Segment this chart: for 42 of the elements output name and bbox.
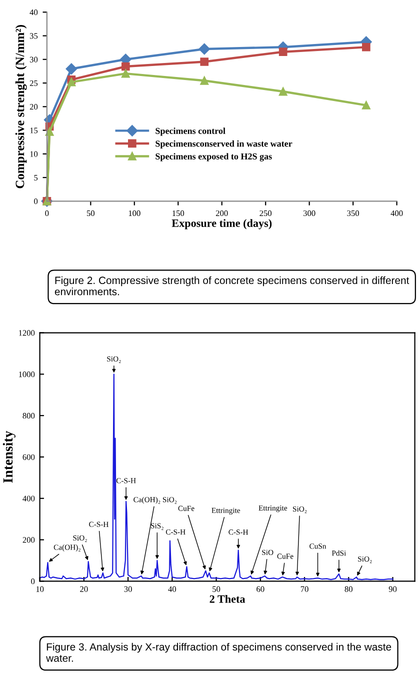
x-tick-label: 150 <box>172 210 184 216</box>
y-tick-label: 800 <box>22 412 35 419</box>
x-axis-title: Exposure time (days) <box>172 219 272 230</box>
caption: Figure 2. Compressive strength of concrete specimens conserved in different environments. <box>54 276 410 296</box>
x-tick-label: 90 <box>388 586 397 592</box>
y-tick-label: 1000 <box>19 372 35 378</box>
y-tick-label: 30 <box>30 56 38 62</box>
y-tick-label: 200 <box>22 537 35 543</box>
x-tick-label: 0 <box>45 210 49 216</box>
x-axis-title: 2 Theta <box>210 594 246 603</box>
y-tick-label: 5 <box>34 174 38 180</box>
y-tick-label: 10 <box>30 151 38 157</box>
y-tick-label: 40 <box>30 10 38 16</box>
legend-label: Specimens exposed to H2S gas <box>156 153 272 162</box>
x-tick-label: 350 <box>347 210 359 216</box>
legend-label: Specimensconserved in waste water <box>156 140 292 149</box>
y-tick-label: 20 <box>30 104 38 110</box>
y-tick-label: 25 <box>30 80 38 86</box>
x-tick-label: 40 <box>168 586 176 592</box>
x-tick-label: 50 <box>212 586 220 592</box>
y-axis-title: Intensity <box>2 430 16 483</box>
y-tick-label: 600 <box>22 454 35 460</box>
x-tick-label: 50 <box>86 210 95 216</box>
x-tick-label: 80 <box>344 586 352 592</box>
x-tick-label: 20 <box>80 586 88 592</box>
y-tick-label: 35 <box>30 33 38 39</box>
x-tick-label: 400 <box>390 210 403 216</box>
x-tick-label: 70 <box>300 586 308 592</box>
caption: Figure 3. Analysis by X-ray diffraction of specimens conserved in the waste water. <box>46 642 392 662</box>
y-tick-label: 400 <box>22 496 35 502</box>
x-tick-label: 60 <box>256 586 264 592</box>
legend-label: Specimens control <box>156 128 226 136</box>
y-tick-label: 1200 <box>19 330 35 336</box>
x-tick-label: 30 <box>124 586 132 592</box>
x-tick-label: 200 <box>216 210 228 216</box>
x-tick-label: 250 <box>260 210 272 216</box>
y-axis-title: Compressive strenght (N/mm²) <box>15 25 27 188</box>
x-tick-label: 100 <box>128 210 140 216</box>
y-tick-label: 0 <box>31 578 35 584</box>
y-tick-label: 0 <box>34 198 38 204</box>
x-tick-label: 300 <box>303 210 316 216</box>
y-tick-label: 15 <box>30 128 38 134</box>
